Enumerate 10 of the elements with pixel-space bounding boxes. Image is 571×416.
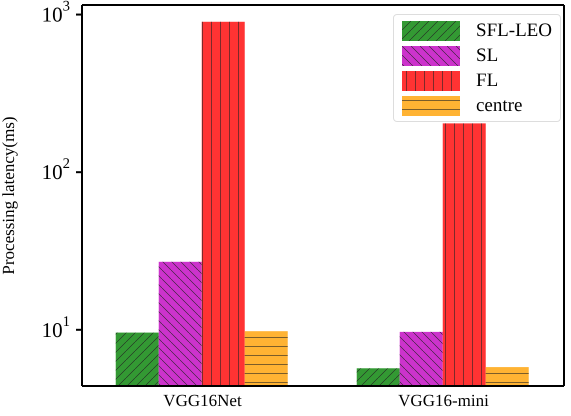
legend-label: centre [476, 94, 522, 116]
y-tick-label: 10$^{3}$ [42, 0, 70, 27]
y-tick-label: 10$^{1}$ [42, 314, 70, 342]
y-tick-label: 10$^{2}$ [42, 156, 70, 184]
x-tick-label: VGG16Net [163, 391, 242, 410]
x-tick-label: VGG16-mini [398, 391, 490, 410]
legend-label: FL [476, 70, 498, 92]
legend-label: SFL-LEO [476, 20, 552, 42]
legend-label: SL [476, 44, 498, 66]
y-axis-title: Processing latency(ms) [0, 116, 18, 275]
